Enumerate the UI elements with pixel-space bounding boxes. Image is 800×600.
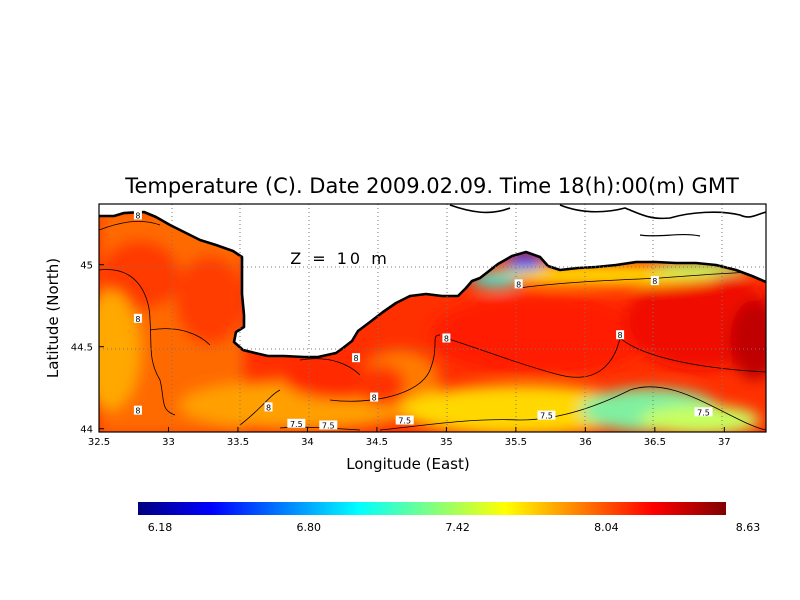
contour-labels: 8 8 8 8 8 8 8 8 8 8 7.5 7.5 7.5 7.5 7.5 bbox=[133, 210, 713, 430]
colorbar-tick-label-1: 6.80 bbox=[297, 521, 322, 534]
x-axis-ticks: 32.5 33 33.5 34 34.5 35 35.5 36 36.5 37 bbox=[88, 427, 731, 448]
patch-west-red-2 bbox=[175, 255, 245, 345]
y-tick-label-2: 45 bbox=[80, 261, 93, 272]
contour-label-10: 7.5 bbox=[290, 420, 303, 429]
contour-label-bg-7 bbox=[616, 330, 625, 340]
contour-label-5: 8 bbox=[372, 394, 377, 403]
contour-label-bg-1 bbox=[133, 313, 142, 323]
patch-center-red bbox=[430, 295, 650, 375]
contour-label-bg-3 bbox=[264, 402, 273, 412]
contour-label-8: 8 bbox=[516, 280, 521, 289]
contour-75-center bbox=[379, 386, 766, 431]
x-tick-label-9: 37 bbox=[718, 437, 731, 448]
contour-label-14: 7.5 bbox=[697, 408, 710, 417]
contour-label-7: 8 bbox=[618, 331, 623, 340]
patch-east-dark bbox=[730, 300, 766, 380]
patch-bay-blue bbox=[505, 254, 545, 270]
x-tick-label-0: 32.5 bbox=[88, 437, 110, 448]
contour-label-bg-13 bbox=[537, 410, 556, 420]
contour-label-bg-8 bbox=[514, 279, 523, 289]
contour-label-bg-11 bbox=[319, 420, 338, 430]
y-tick-label-1: 44.5 bbox=[71, 343, 93, 354]
contour-8-bay bbox=[299, 358, 361, 376]
x-axis-label: Longitude (East) bbox=[346, 455, 469, 473]
colorbar-ticks: 6.18 6.80 7.42 8.04 8.63 bbox=[148, 521, 761, 534]
colorbar-tick-label-3: 8.04 bbox=[594, 521, 619, 534]
patch-west-yellow bbox=[99, 290, 140, 410]
contour-8-east bbox=[619, 337, 766, 373]
contour-label-bg-14 bbox=[694, 407, 713, 417]
coastline-northeast bbox=[559, 204, 766, 220]
x-tick-label-6: 35.5 bbox=[505, 437, 527, 448]
colorbar-tick-label-0: 6.18 bbox=[148, 521, 173, 534]
contour-label-bg-2 bbox=[133, 405, 142, 415]
patch-south-yellow bbox=[400, 385, 640, 432]
contour-label-13: 7.5 bbox=[540, 412, 553, 421]
x-tick-label-4: 34.5 bbox=[366, 437, 388, 448]
contour-label-3: 8 bbox=[266, 403, 271, 412]
colorbar: 6.18 6.80 7.42 8.04 8.63 bbox=[138, 502, 760, 534]
y-axis-ticks: 44 44.5 45 bbox=[71, 261, 104, 436]
chart-title: Temperature (C). Date 2009.02.09. Time 1… bbox=[124, 174, 739, 198]
contour-label-6: 8 bbox=[444, 335, 449, 344]
patch-eddy-red bbox=[355, 365, 405, 405]
contour-8-south bbox=[239, 389, 281, 426]
x-tick-label-2: 33.5 bbox=[227, 437, 249, 448]
x-tick-label-7: 36 bbox=[579, 437, 592, 448]
coastline-north bbox=[449, 204, 511, 214]
contour-8-eddy bbox=[329, 334, 441, 402]
plot-frame bbox=[98, 203, 767, 433]
contour-8-west bbox=[99, 269, 176, 416]
contour-label-bg-4 bbox=[352, 353, 361, 363]
contour-8-southwest bbox=[149, 328, 211, 346]
contour-label-11: 7.5 bbox=[322, 421, 335, 430]
contour-label-bg-5 bbox=[370, 392, 379, 402]
contour-label-bg-12 bbox=[395, 415, 414, 425]
chart-title-text: Temperature (C). Date 2009.02.09. Time 1… bbox=[124, 174, 739, 198]
contour-label-4: 8 bbox=[354, 354, 359, 363]
patch-west-red bbox=[100, 240, 180, 310]
contour-label-12: 7.5 bbox=[398, 417, 411, 426]
contour-label-bg-9 bbox=[650, 276, 659, 286]
contour-label-bg-10 bbox=[287, 418, 306, 428]
x-tick-label-8: 36.5 bbox=[644, 437, 666, 448]
x-tick-label-1: 33 bbox=[162, 437, 175, 448]
y-axis-label: Latitude (North) bbox=[44, 258, 62, 378]
contour-label-0: 8 bbox=[135, 211, 140, 220]
patch-east-yellow bbox=[640, 405, 760, 432]
contour-75-south bbox=[279, 426, 361, 431]
contour-lines bbox=[99, 221, 766, 431]
y-tick-label-0: 44 bbox=[80, 425, 93, 436]
x-tick-label-5: 35 bbox=[440, 437, 453, 448]
temperature-field bbox=[99, 212, 766, 432]
colorbar-gradient bbox=[138, 502, 726, 515]
contour-8-north bbox=[519, 271, 766, 289]
contour-label-9: 8 bbox=[652, 277, 657, 286]
contour-label-bg-0 bbox=[133, 210, 142, 220]
colorbar-tick-label-4: 8.63 bbox=[736, 521, 761, 534]
field-patches bbox=[99, 212, 766, 432]
contour-8-northwest bbox=[99, 221, 161, 231]
depth-label: Z = 10 m bbox=[290, 249, 390, 268]
plot-area: 8 8 8 8 8 8 8 8 8 8 7.5 7.5 7.5 7.5 7.5 Z = 10 m bbox=[99, 204, 766, 432]
contour-label-bg-6 bbox=[442, 333, 451, 343]
contour-label-2: 8 bbox=[135, 407, 140, 416]
contour-label-1: 8 bbox=[135, 315, 140, 324]
coastline-northeast-2 bbox=[639, 233, 701, 237]
colorbar-tick-label-2: 7.42 bbox=[445, 521, 470, 534]
contour-8-center bbox=[444, 337, 621, 378]
x-tick-label-3: 34 bbox=[301, 437, 314, 448]
